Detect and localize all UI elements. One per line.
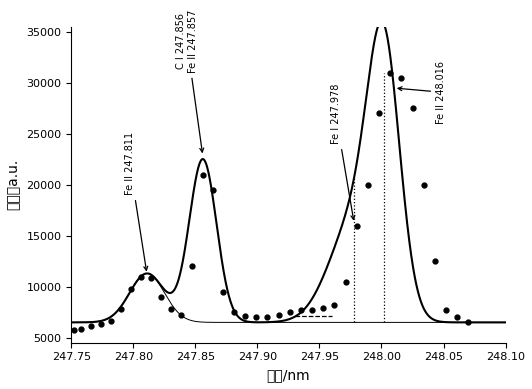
Text: Fe II 247.811: Fe II 247.811 — [124, 132, 148, 270]
Y-axis label: 强度／a.u.: 强度／a.u. — [7, 159, 21, 210]
Text: Fe I 247.978: Fe I 247.978 — [330, 84, 355, 219]
Text: Fe II 248.016: Fe II 248.016 — [398, 61, 446, 124]
Text: C I 247.856
Fe II 247.857: C I 247.856 Fe II 247.857 — [176, 9, 204, 152]
X-axis label: 波长/nm: 波长/nm — [267, 368, 310, 382]
